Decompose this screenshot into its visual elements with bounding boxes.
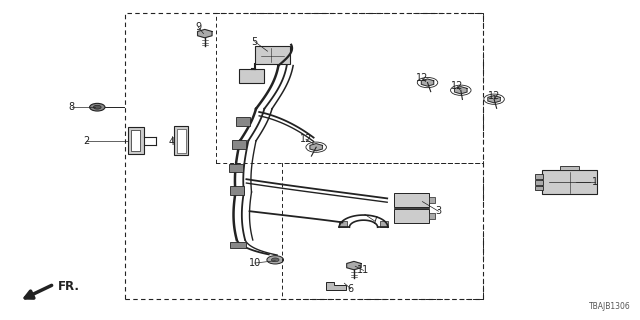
Bar bbox=[429, 197, 435, 203]
Bar bbox=[239, 69, 264, 83]
Text: 4: 4 bbox=[168, 137, 175, 148]
Bar bbox=[429, 213, 435, 219]
Text: 5: 5 bbox=[252, 36, 258, 47]
Bar bbox=[177, 129, 186, 153]
Text: 6: 6 bbox=[348, 284, 354, 294]
Text: 1: 1 bbox=[592, 177, 598, 188]
Text: 8: 8 bbox=[68, 102, 75, 112]
Circle shape bbox=[90, 103, 105, 111]
Bar bbox=[131, 131, 140, 151]
Text: 7: 7 bbox=[371, 216, 378, 226]
Text: 12: 12 bbox=[488, 91, 500, 101]
Circle shape bbox=[93, 105, 101, 109]
Bar bbox=[535, 186, 543, 190]
Bar bbox=[230, 242, 246, 248]
Circle shape bbox=[267, 256, 284, 264]
Bar bbox=[174, 126, 188, 155]
Text: 11: 11 bbox=[357, 265, 370, 276]
Bar bbox=[229, 164, 243, 172]
Polygon shape bbox=[198, 29, 212, 38]
Bar bbox=[255, 46, 290, 64]
Bar bbox=[339, 221, 347, 227]
Bar bbox=[535, 174, 543, 179]
Bar bbox=[560, 166, 579, 170]
Polygon shape bbox=[454, 87, 467, 94]
Text: 12: 12 bbox=[451, 81, 464, 92]
Text: 12: 12 bbox=[300, 134, 312, 144]
Bar bbox=[230, 186, 244, 195]
Bar bbox=[394, 209, 429, 223]
Bar bbox=[535, 180, 543, 185]
Polygon shape bbox=[347, 261, 361, 270]
Text: 9: 9 bbox=[195, 22, 202, 32]
Text: FR.: FR. bbox=[58, 280, 79, 293]
Polygon shape bbox=[421, 79, 434, 86]
Bar bbox=[232, 140, 246, 149]
Bar bbox=[236, 117, 250, 126]
Text: 3: 3 bbox=[435, 206, 442, 216]
Polygon shape bbox=[310, 144, 323, 151]
Bar bbox=[394, 193, 429, 207]
Bar bbox=[128, 127, 144, 154]
Text: 12: 12 bbox=[416, 73, 429, 84]
FancyBboxPatch shape bbox=[543, 170, 596, 194]
Polygon shape bbox=[326, 282, 346, 290]
Circle shape bbox=[271, 258, 279, 262]
Text: 2: 2 bbox=[83, 136, 90, 146]
Text: 10: 10 bbox=[248, 258, 261, 268]
Polygon shape bbox=[488, 96, 500, 103]
Bar bbox=[380, 221, 388, 227]
Text: TBAJB1306: TBAJB1306 bbox=[589, 302, 630, 311]
